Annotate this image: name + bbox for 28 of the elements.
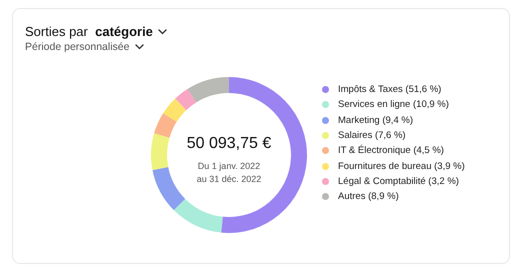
donut-slice <box>154 113 177 138</box>
legend-label: Salaires <box>338 130 372 142</box>
data-label: (51,6 %) <box>405 84 442 96</box>
legend-label: Impôts & Taxes <box>338 84 403 96</box>
data-label: (7,6 %) <box>374 130 406 142</box>
donut-slice <box>152 167 186 210</box>
chart-title: Sorties par catégorie <box>25 24 153 39</box>
donut-slice <box>163 98 186 122</box>
legend-label: Marketing <box>338 114 380 126</box>
donut-slice <box>174 198 223 233</box>
data-label: (3,9 %) <box>434 160 465 172</box>
chart-subtitle: Période personnalisée <box>25 41 130 53</box>
data-label: (8,9 %) <box>368 191 399 202</box>
data-label: (4,5 %) <box>413 145 444 156</box>
donut-slice <box>188 77 229 102</box>
legend-label: IT & Électronique <box>338 145 411 156</box>
text: au 31 déc. 2022 <box>196 173 262 186</box>
text: Du 1 janv. 2022 <box>196 160 262 173</box>
data-label: (9,4 %) <box>382 114 413 126</box>
legend-label: Légal & Comptabilité <box>338 176 426 187</box>
legend-label: Autres <box>338 191 366 202</box>
legend-label: Services en ligne <box>338 99 410 110</box>
text: 50 093,75 € <box>186 135 272 153</box>
legend-label: Fournitures de bureau <box>338 160 432 172</box>
donut-slice <box>175 88 196 110</box>
donut-slice <box>151 133 170 170</box>
data-label: (10,9 %) <box>412 99 449 110</box>
data-label: (3,2 %) <box>428 176 459 187</box>
